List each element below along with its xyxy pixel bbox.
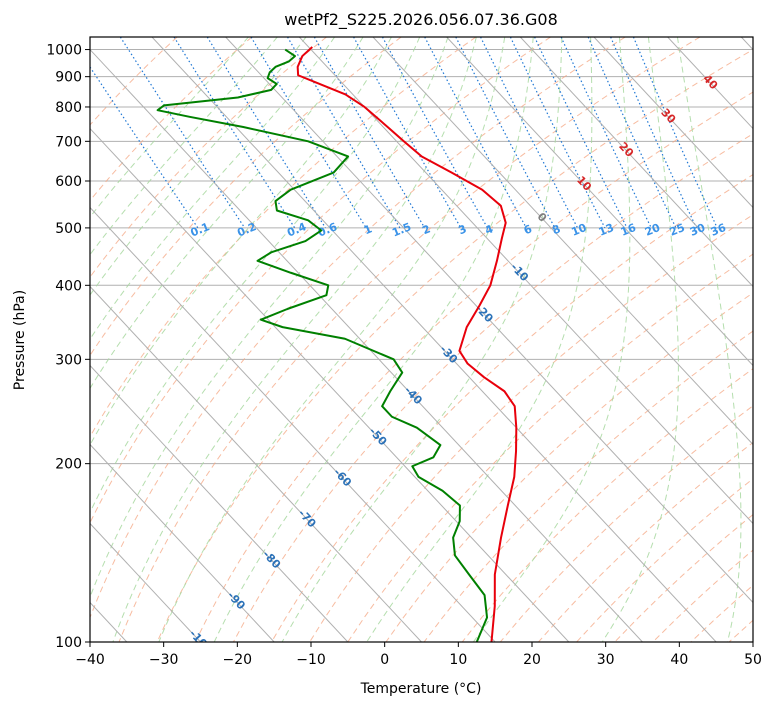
x-tick-label: −30 [149,652,179,668]
x-axis-title: Temperature (°C) [360,681,482,697]
moist-adiabat [158,37,506,642]
y-tick-label: 700 [55,134,82,150]
mixing-ratio-label: 20 [643,221,662,239]
temperature-profile-line [296,46,518,642]
moist-adiabat [90,37,392,447]
dry-adiabat [90,37,477,438]
isotherms [90,37,753,642]
moist-adiabat [281,37,563,642]
moist-adiabat [90,37,278,256]
dry-adiabat [90,37,178,126]
dewpoint-profile-line [156,48,489,642]
mixing-ratio-line [119,37,246,229]
moist-adiabat [90,37,421,514]
x-tick-label: 10 [449,652,467,668]
mixing-ratio-line [381,37,488,229]
x-tick-label: 20 [523,652,541,668]
mixing-ratio-label: 8 [550,222,562,237]
dry-adiabat [90,37,253,202]
isotherm-line [151,37,717,642]
mixing-ratio-line [90,65,199,229]
isotherm-line [446,37,753,367]
dry-adiabat [118,37,701,642]
chart-title: wetPf2_S225.2026.056.07.36.G08 [284,10,558,30]
moist-adiabat [90,37,307,296]
moist-adiabat [676,37,742,642]
y-tick-label: 300 [55,352,82,368]
moist-adiabat [90,37,336,340]
isotherm-line [225,37,753,604]
y-axis-ticks: 1000 900 800 700 600 500 400 300 200 100 [46,43,90,651]
y-axis-title: Pressure (hPa) [12,290,28,390]
isotherm-line [90,285,422,642]
x-tick-label: 50 [744,652,762,668]
isotherm-line [90,206,496,642]
plot-frame [89,36,754,643]
isotherm-line [593,37,753,209]
dry-adiabat [194,91,753,642]
dry-adiabat [90,37,626,619]
mixing-ratio-line [424,37,527,229]
dry-adiabat [90,37,551,524]
moist-adiabat [213,37,534,642]
mixing-ratio-label: 2 [420,222,432,237]
mixing-ratio-line [250,37,367,229]
dry-adiabat [423,330,753,642]
dry-adiabat [461,368,753,642]
x-tick-label: −40 [75,652,105,668]
moist-adiabat [90,37,449,599]
x-tick-label: −20 [223,652,253,668]
mixing-ratio-label: 16 [619,221,638,239]
mixing-ratio-label: 36 [709,221,728,239]
x-tick-label: 0 [380,652,389,668]
mixing-ratio-label: 10 [569,221,588,239]
isotherm-line [90,127,570,642]
mixing-ratio-line [509,37,606,229]
mixing-ratio-line [610,37,698,229]
mixing-ratio-label: 1 [362,222,374,237]
isotherm-line [372,37,753,446]
mixing-ratio-label: 13 [597,221,616,239]
isotherm-line [90,48,643,642]
dry-adiabat [767,37,775,642]
moist-adiabat [472,37,631,642]
mixing-ratio-line [206,37,327,229]
moist-adiabat [112,37,477,642]
x-axis-ticks: −40 −30 −20 −10 0 10 20 30 40 50 [75,642,762,668]
moist-adiabats [90,37,742,642]
moist-adiabat [90,37,364,390]
mixing-ratio-label: 30 [688,221,707,239]
dry-adiabat [271,174,753,642]
isotherm-line [298,37,753,525]
y-tick-label: 1000 [46,43,82,59]
y-tick-label: 600 [55,174,82,190]
x-tick-label: −10 [296,652,326,668]
x-tick-label: 30 [597,652,615,668]
isotherm-line [90,364,349,642]
mixing-ratio-lines [90,37,718,229]
dry-adiabat [385,292,753,642]
y-tick-label: 400 [55,278,82,294]
dry-adiabat [232,133,753,642]
mixing-ratio-label: 3 [457,222,469,237]
isotherm-line [90,443,275,642]
y-tick-label: 200 [55,457,82,473]
skewt-background [90,37,775,642]
isotherm-line [90,522,201,642]
dry-adiabat [156,48,753,642]
profile-series [156,46,518,642]
moist-adiabat [366,37,593,642]
mixing-ratio-line [480,37,579,229]
y-tick-label: 500 [55,221,82,237]
y-tick-label: 100 [55,635,82,651]
y-tick-label: 900 [55,70,82,86]
isotherm-line [519,37,753,288]
mixing-ratio-line [173,37,296,229]
y-tick-label: 800 [55,100,82,116]
mixing-ratio-label: 25 [668,221,687,239]
mixing-ratio-line [353,37,462,229]
x-tick-label: 40 [670,652,688,668]
moist-adiabat [601,37,679,642]
